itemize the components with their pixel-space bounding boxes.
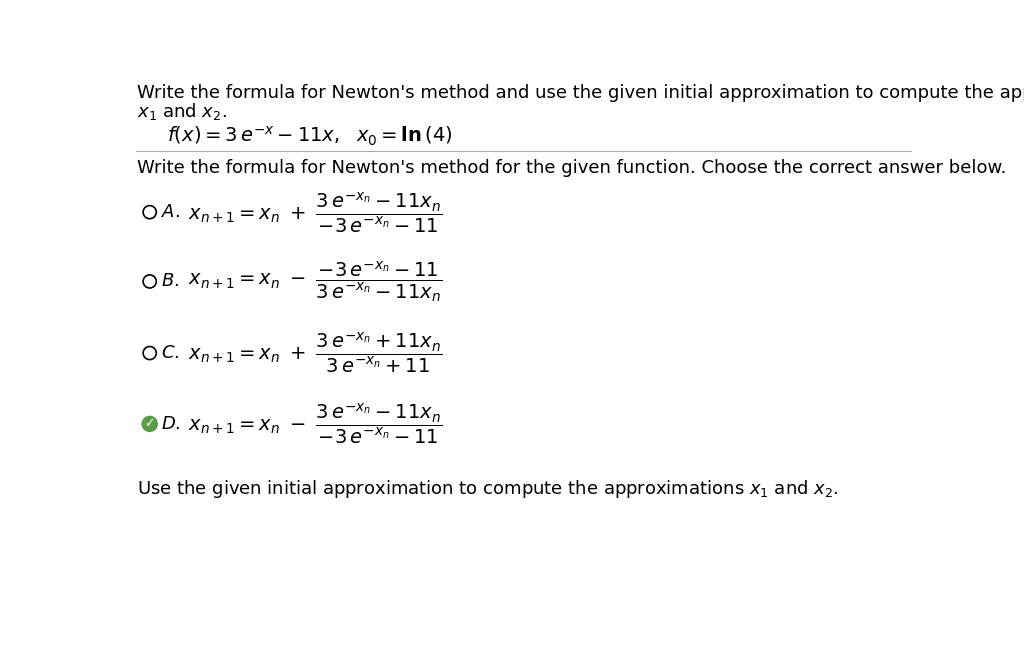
Text: Write the formula for Newton's method for the given function. Choose the correct: Write the formula for Newton's method fo… (137, 159, 1007, 177)
Text: ✓: ✓ (144, 417, 155, 430)
Text: $D.$: $D.$ (162, 415, 181, 433)
Text: $x_{n+1} = x_n\ -\ \dfrac{3\,e^{-x_n} - 11x_n}{-3\,e^{-x_n} - 11}$: $x_{n+1} = x_n\ -\ \dfrac{3\,e^{-x_n} - … (187, 401, 442, 446)
Text: $A.$: $A.$ (162, 203, 180, 221)
Text: Use the given initial approximation to compute the approximations $x_1$ and $x_2: Use the given initial approximation to c… (137, 478, 839, 500)
Text: $C.$: $C.$ (162, 344, 179, 362)
Text: $x_{n+1} = x_n\ +\ \dfrac{3\,e^{-x_n} + 11x_n}{3\,e^{-x_n} + 11}$: $x_{n+1} = x_n\ +\ \dfrac{3\,e^{-x_n} + … (187, 331, 442, 375)
Ellipse shape (142, 417, 158, 432)
Text: $x_{n+1} = x_n\ -\ \dfrac{-3\,e^{-x_n} - 11}{3\,e^{-x_n} - 11x_n}$: $x_{n+1} = x_n\ -\ \dfrac{-3\,e^{-x_n} -… (187, 259, 442, 304)
Text: $B.$: $B.$ (162, 272, 179, 290)
Text: $x_{n+1} = x_n\ +\ \dfrac{3\,e^{-x_n} - 11x_n}{-3\,e^{-x_n} - 11}$: $x_{n+1} = x_n\ +\ \dfrac{3\,e^{-x_n} - … (187, 190, 442, 235)
Text: Write the formula for Newton's method and use the given initial approximation to: Write the formula for Newton's method an… (137, 84, 1024, 101)
Text: $x_1$ and $x_2$.: $x_1$ and $x_2$. (137, 101, 227, 121)
Text: $f(x) = 3\,e^{-x} - 11x,\ \ x_0 = \mathbf{ln}\,(4)$: $f(x) = 3\,e^{-x} - 11x,\ \ x_0 = \mathb… (167, 125, 453, 148)
